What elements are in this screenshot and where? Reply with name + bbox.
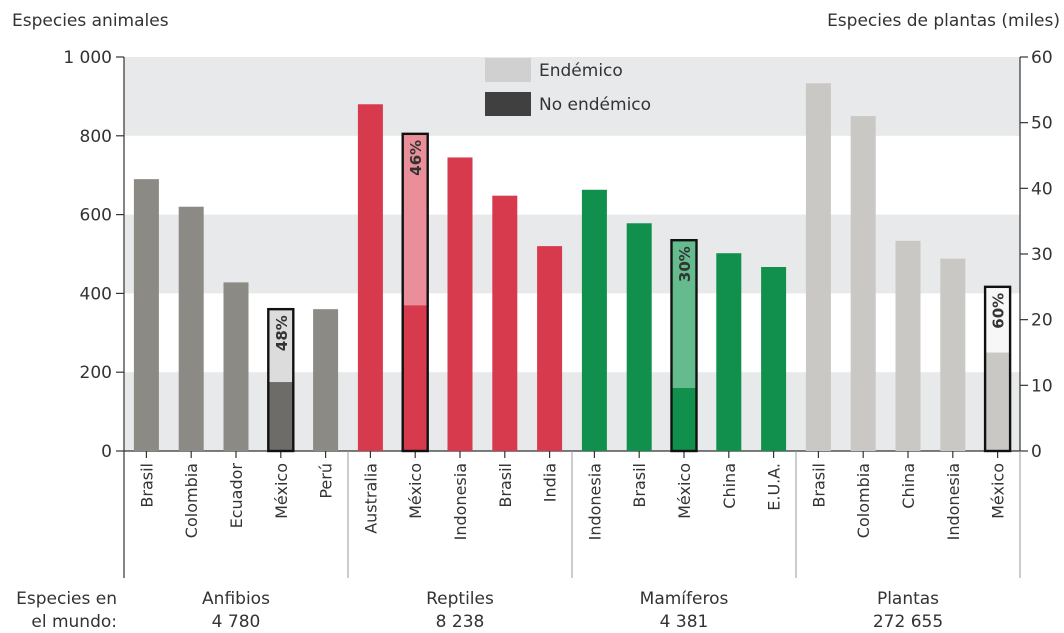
group-world-species: 8 238 bbox=[436, 612, 485, 632]
footer-label-line1: Especies en bbox=[16, 589, 117, 609]
bar bbox=[537, 246, 563, 451]
legend-swatch bbox=[485, 58, 531, 82]
country-label: E.U.A. bbox=[765, 463, 784, 511]
axis-titles: Especies animales Especies de plantas (m… bbox=[12, 11, 1060, 31]
group-world-species: 4 780 bbox=[212, 612, 261, 632]
endemic-percent-label: 46% bbox=[407, 140, 425, 176]
right-axis-title: Especies de plantas (miles) bbox=[827, 11, 1060, 31]
group-name: Reptiles bbox=[426, 589, 494, 609]
bar bbox=[223, 282, 249, 451]
country-label: Ecuador bbox=[227, 463, 246, 529]
right-tick-label: 30 bbox=[1031, 245, 1053, 265]
country-label: México bbox=[272, 463, 291, 519]
country-label: México bbox=[989, 463, 1008, 519]
left-axis-title: Especies animales bbox=[12, 11, 169, 31]
grid-band-1 bbox=[124, 214, 1020, 294]
country-label: México bbox=[406, 463, 425, 519]
bar-highlight-outline bbox=[267, 307, 295, 453]
left-tick-label: 0 bbox=[101, 442, 112, 462]
left-tick-label: 600 bbox=[80, 206, 112, 226]
country-label: Colombia bbox=[854, 463, 873, 538]
bar bbox=[133, 179, 159, 451]
country-label: Indonesia bbox=[451, 463, 470, 540]
bar bbox=[850, 116, 876, 451]
left-tick-label: 800 bbox=[80, 127, 112, 147]
group-world-species: 4 381 bbox=[660, 612, 709, 632]
bar-non-endemic-portion bbox=[985, 352, 1011, 451]
bar bbox=[492, 195, 518, 451]
left-tick-label: 200 bbox=[80, 363, 112, 383]
footer: Anfibios 4 780 Reptiles 8 238 Mamíferos 4 381… bbox=[16, 589, 943, 632]
right-tick-label: 50 bbox=[1031, 114, 1053, 134]
footer-label-line2: el mundo: bbox=[31, 612, 117, 632]
country-label: Brasil bbox=[809, 463, 828, 508]
bar bbox=[895, 240, 921, 451]
group-world-species: 272 655 bbox=[873, 612, 943, 632]
country-label: Brasil bbox=[137, 463, 156, 508]
grid-band-0 bbox=[124, 372, 1020, 451]
bar-non-endemic-portion bbox=[402, 305, 428, 451]
country-label: Brasil bbox=[630, 463, 649, 508]
country-label: Perú bbox=[317, 463, 336, 499]
country-label: India bbox=[541, 463, 560, 502]
bar-highlight-outline bbox=[670, 239, 698, 453]
bar bbox=[940, 258, 966, 451]
bar-endemic-portion bbox=[402, 133, 428, 306]
bar bbox=[357, 104, 383, 451]
legend-swatch bbox=[485, 92, 531, 116]
left-tick-label: 1 000 bbox=[63, 48, 112, 68]
background-bands bbox=[124, 57, 1020, 451]
country-label: México bbox=[675, 463, 694, 519]
right-tick-label: 60 bbox=[1031, 48, 1053, 68]
bar bbox=[313, 309, 339, 451]
right-tick-label: 10 bbox=[1031, 376, 1053, 396]
bar-highlight-outline bbox=[983, 285, 1012, 453]
country-label: Australia bbox=[361, 463, 380, 534]
legend-label: Endémico bbox=[539, 61, 623, 81]
country-label: China bbox=[720, 463, 739, 509]
bar bbox=[761, 267, 787, 451]
legend: Endémico No endémico bbox=[485, 58, 651, 116]
bar-non-endemic-portion bbox=[671, 387, 697, 451]
group-name: Mamíferos bbox=[640, 589, 729, 609]
group-name: Anfibios bbox=[202, 589, 270, 609]
right-tick-label: 40 bbox=[1031, 179, 1053, 199]
bar-non-endemic-portion bbox=[268, 382, 294, 451]
right-tick-label: 20 bbox=[1031, 311, 1053, 331]
bar bbox=[581, 189, 607, 451]
country-label: China bbox=[899, 463, 918, 509]
endemic-percent-label: 30% bbox=[676, 246, 694, 282]
endemic-percent-label: 60% bbox=[990, 293, 1008, 329]
bars-layer: 48% 46% 30% 60% bbox=[133, 83, 1012, 453]
bar-endemic-portion bbox=[671, 240, 697, 388]
bar-highlight-outline bbox=[401, 132, 429, 453]
right-tick-label: 0 bbox=[1031, 442, 1042, 462]
bar bbox=[178, 206, 204, 451]
legend-label: No endémico bbox=[539, 95, 651, 115]
bar-endemic-portion bbox=[268, 309, 294, 383]
group-name: Plantas bbox=[877, 589, 939, 609]
country-label: Colombia bbox=[182, 463, 201, 538]
country-label: Brasil bbox=[496, 463, 515, 508]
country-label: Indonesia bbox=[585, 463, 604, 540]
bar-endemic-portion bbox=[985, 286, 1011, 353]
country-label: Indonesia bbox=[944, 463, 963, 540]
bar bbox=[716, 253, 742, 451]
bar bbox=[805, 83, 831, 452]
endemic-percent-label: 48% bbox=[273, 315, 291, 351]
bar bbox=[626, 223, 652, 451]
left-tick-label: 400 bbox=[80, 284, 112, 304]
bar bbox=[447, 157, 473, 451]
